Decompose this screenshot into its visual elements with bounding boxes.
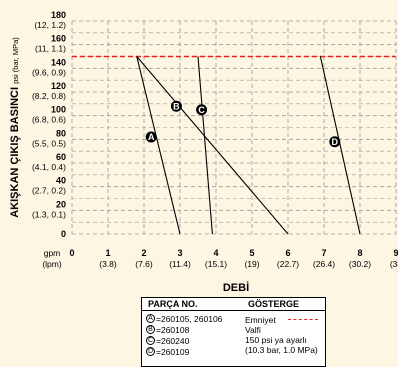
y-tick-label: 160 — [51, 34, 66, 44]
legend-gosterge-line: Emniyet — [245, 315, 276, 325]
x-tick-label: 8 — [357, 248, 362, 258]
x-axis-title: DEBİ — [223, 281, 249, 294]
legend-part-b: =260108 — [156, 324, 190, 335]
series-marker-b — [170, 100, 182, 112]
y-tick-label: 100 — [51, 105, 66, 115]
y-tick-label: 60 — [56, 152, 66, 162]
x-tick-sublabel: (30.2) — [349, 259, 371, 269]
x-tick-label: 2 — [141, 248, 146, 258]
x-tick-label: 1 — [105, 248, 110, 258]
x-tick-label: 7 — [321, 248, 326, 258]
legend-letter-b: B — [146, 325, 155, 334]
legend-letter-c: C — [146, 336, 155, 345]
legend-gosterge-line: 150 psi ya ayarlı — [245, 335, 307, 345]
series-line-a — [136, 56, 181, 235]
y-tick-label: 120 — [51, 81, 66, 91]
x-tick-label: 4 — [213, 248, 218, 258]
legend-box: PARÇA NO. GÖSTERGE A =260105, 260106 B =… — [141, 297, 326, 367]
x-unit-gpm: gpm — [44, 248, 61, 258]
x-tick-sublabel: (34 — [390, 259, 398, 269]
series-marker-d — [329, 136, 341, 148]
y-tick-sublabel: (1.3, 0.1) — [32, 209, 66, 219]
series-label-a: A — [148, 132, 155, 142]
legend-part-a: =260105, 260106 — [156, 313, 223, 324]
x-unit-lpm: (lpm) — [42, 259, 62, 269]
x-tick-sublabel: (7.6) — [135, 259, 153, 269]
y-tick-label: 140 — [51, 57, 66, 67]
y-axis-title-unit: psi (bar, MPa) — [11, 37, 20, 84]
series-line-c — [197, 56, 213, 235]
legend-gosterge-text: Emniyet Valfi 150 psi ya ayarlı (10.3 ba… — [245, 315, 325, 355]
x-tick-sublabel: (3.8) — [99, 259, 117, 269]
series-label-c: C — [198, 105, 205, 115]
legend-item-a: A =260105, 260106 — [146, 313, 222, 324]
y-tick-label: 0 — [61, 229, 66, 239]
series-label-b: B — [173, 101, 180, 111]
x-tick-sublabel: (15.1) — [205, 259, 227, 269]
legend-part-list: A =260105, 260106 B =260108 C =260240 D … — [146, 313, 222, 357]
series-marker-c — [196, 104, 208, 116]
legend-item-c: C =260240 — [146, 335, 222, 346]
series-marker-a — [145, 131, 157, 143]
y-tick-label: 180 — [51, 10, 66, 20]
y-tick-sublabel: (2.7, 0.2) — [32, 186, 66, 196]
y-tick-label: 40 — [56, 176, 66, 186]
x-tick-label: 6 — [285, 248, 290, 258]
legend-item-b: B =260108 — [146, 324, 222, 335]
y-tick-sublabel: (11, 1.1) — [35, 44, 66, 54]
y-tick-sublabel: (8.2, 0.8) — [32, 91, 66, 101]
y-axis-title: AKIŞKAN ÇIKIŞ BASINCI psi (bar, MPa) — [9, 37, 21, 218]
y-tick-sublabel: (12, 1.2) — [34, 20, 66, 30]
series-line-b — [136, 56, 289, 235]
y-axis-title-main: AKIŞKAN ÇIKIŞ BASINCI — [9, 84, 21, 218]
x-tick-label: 5 — [249, 248, 254, 258]
y-tick-sublabel: (9.6, 0.9) — [32, 67, 66, 77]
legend-relief-valve-swatch — [288, 319, 318, 320]
legend-part-d: =260109 — [156, 346, 190, 357]
legend-letter-a: A — [146, 314, 155, 323]
series-line-d — [319, 56, 361, 235]
y-tick-sublabel: (6.8, 0.6) — [32, 115, 66, 125]
y-tick-sublabel: (5.5, 0.5) — [32, 138, 66, 148]
pressure-flow-chart: 020(1.3, 0.1)40(2.7, 0.2)60(4.1, 0.4)80(… — [9, 10, 398, 294]
x-tick-label: 3 — [177, 248, 182, 258]
y-tick-sublabel: (4.1, 0.4) — [32, 162, 66, 172]
legend-part-no-header: PARÇA NO. — [148, 299, 198, 309]
x-tick-label: 0 — [69, 248, 74, 258]
series-label-d: D — [332, 137, 339, 147]
x-tick-sublabel: (11.4) — [169, 259, 191, 269]
legend-gosterge-header: GÖSTERGE — [248, 299, 300, 309]
x-tick-sublabel: (22.7) — [277, 259, 299, 269]
legend-letter-d: D — [146, 347, 155, 356]
legend-part-c: =260240 — [156, 335, 190, 346]
x-tick-label: 9 — [393, 248, 398, 258]
legend-gosterge-line: Valfi — [245, 325, 261, 335]
legend-item-d: D =260109 — [146, 346, 222, 357]
x-tick-sublabel: (26.4) — [313, 259, 335, 269]
y-tick-label: 20 — [56, 199, 66, 209]
x-tick-sublabel: (19) — [244, 259, 259, 269]
legend-header: PARÇA NO. GÖSTERGE — [142, 298, 325, 311]
legend-gosterge-line: (10.3 bar, 1.0 MPa) — [245, 345, 318, 355]
y-tick-label: 80 — [56, 128, 66, 138]
